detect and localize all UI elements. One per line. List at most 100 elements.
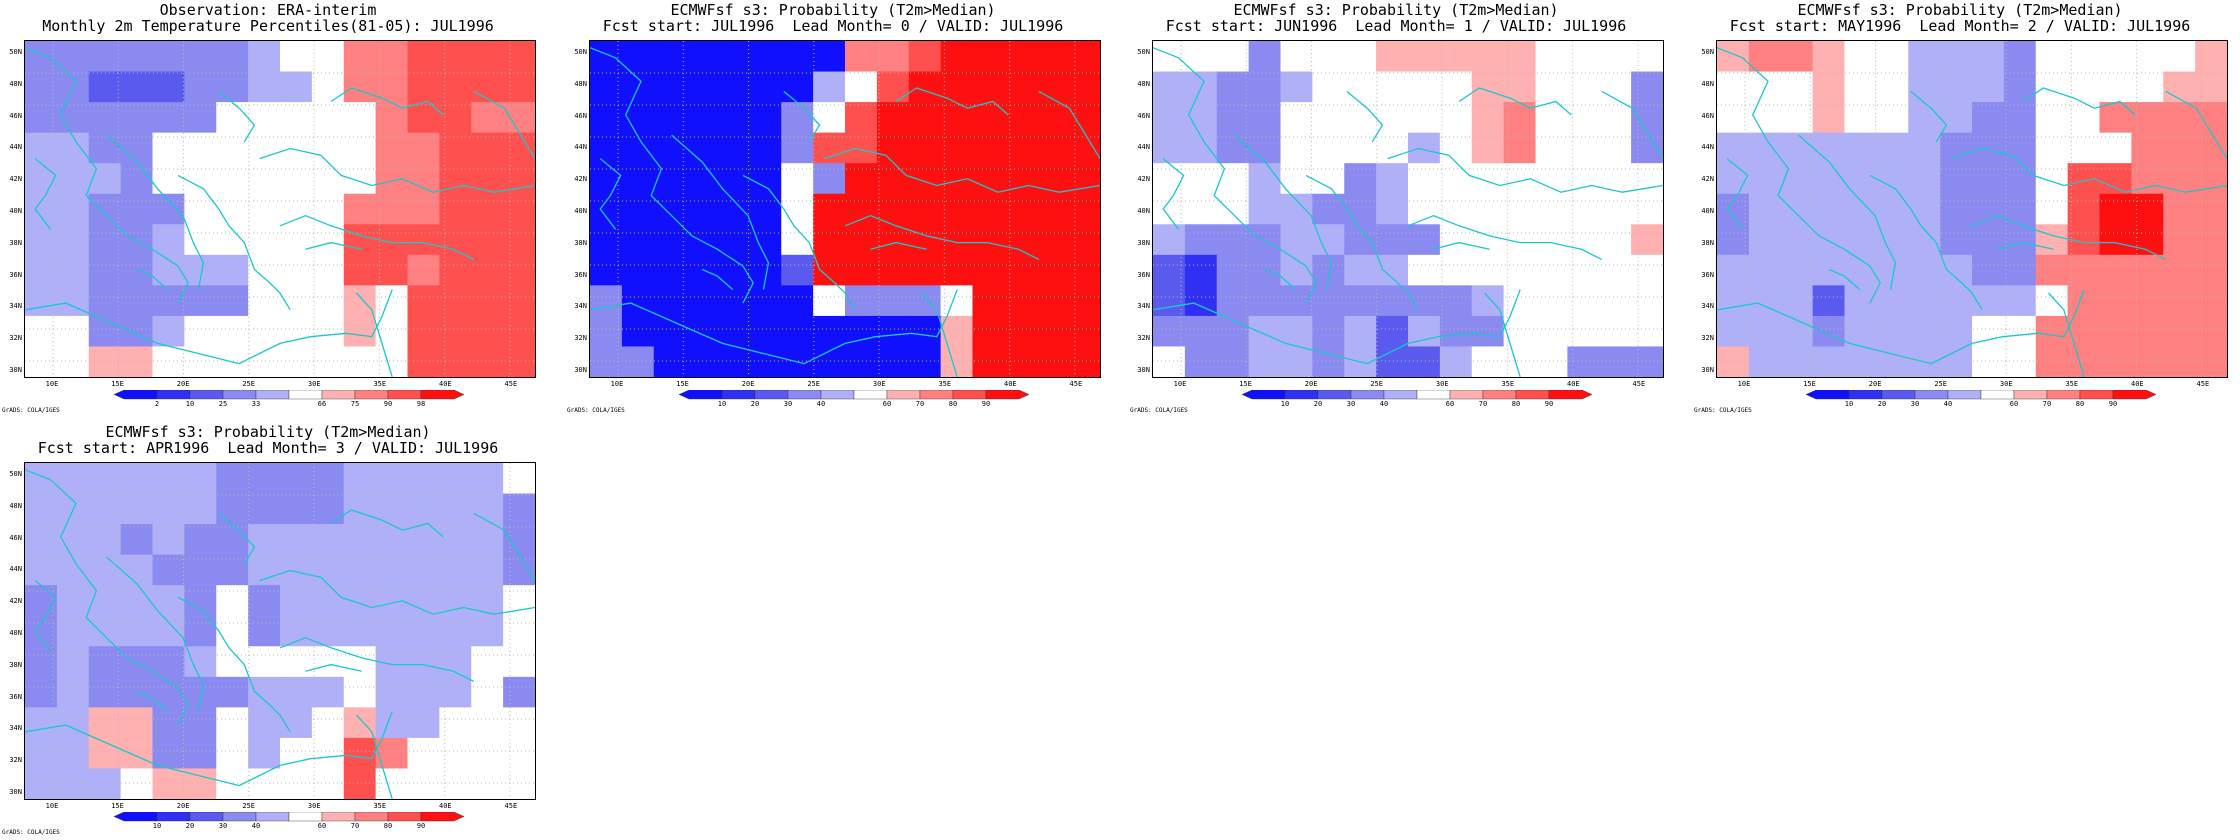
- colorbar-swatch: [189, 812, 224, 822]
- grid-cell: [1376, 193, 1409, 225]
- lon-tick-label: 30E: [1999, 380, 2013, 388]
- grid-cell: [1036, 285, 1069, 317]
- lat-tick-label: 44N: [9, 565, 22, 574]
- grid-cell: [152, 102, 185, 134]
- grid-cell: [1248, 285, 1281, 317]
- colorbar-swatch: [754, 390, 789, 400]
- grid-cell: [1717, 193, 1750, 225]
- grid-cell: [1631, 102, 1663, 134]
- shaded-map: [1152, 40, 1664, 378]
- grid-cell: [56, 224, 90, 256]
- grid-cell: [1631, 315, 1663, 347]
- colorbar-label: 90: [1544, 400, 1554, 408]
- grid-cell: [1631, 224, 1663, 256]
- lon-tick-label: 25E: [1370, 380, 1383, 388]
- grid-cell: [2035, 41, 2069, 73]
- grid-cell: [2163, 71, 2196, 103]
- grid-cell: [1312, 285, 1345, 317]
- grid-cell: [439, 315, 472, 347]
- grid-cell: [25, 676, 58, 708]
- shaded-map: [589, 40, 1101, 378]
- grid-cell: [1567, 41, 1600, 73]
- panel-title-line2: Fcst start: JUL1996 Lead Month= 0 / VALI…: [602, 17, 1064, 35]
- grid-cell: [813, 163, 846, 195]
- grid-cell: [653, 102, 687, 134]
- coastline: [2022, 87, 2136, 116]
- grid-cell: [343, 346, 377, 377]
- grid-cell: [120, 585, 153, 617]
- grid-cell: [1503, 346, 1536, 377]
- grid-cell: [1780, 163, 1814, 195]
- grid-cell: [1004, 254, 1037, 286]
- grid-cell: [248, 102, 281, 134]
- grid-cell: [216, 707, 249, 739]
- grid-cell: [343, 193, 377, 225]
- grid-cell: [25, 646, 58, 678]
- colorbar-label: 40: [1943, 400, 1953, 408]
- grid-cell: [280, 646, 313, 678]
- grid-cell: [407, 132, 440, 164]
- grid-cell: [1876, 193, 1909, 225]
- grid-cell: [280, 41, 313, 73]
- grid-cell: [280, 585, 313, 617]
- grid-cell: [248, 315, 281, 347]
- grid-cell: [1471, 315, 1505, 347]
- grid-cell: [152, 554, 185, 586]
- colorbar-swatch: [1515, 390, 1550, 400]
- grid-cell: [876, 71, 910, 103]
- grid-cell: [503, 193, 535, 225]
- coastline: [473, 90, 535, 159]
- grid-cell: [717, 132, 750, 164]
- grid-cell: [280, 493, 313, 525]
- lat-tick-label: 42N: [9, 175, 22, 184]
- grid-cell: [1780, 193, 1814, 225]
- lon-tick-label: 15E: [676, 380, 689, 388]
- colorbar-label: 30: [218, 822, 228, 830]
- colorbar-swatch: [387, 390, 422, 400]
- grid-cell: [216, 193, 249, 225]
- grid-cell: [1972, 132, 2005, 164]
- grid-cell: [56, 193, 90, 225]
- grid-cell: [184, 554, 217, 586]
- grid-cell: [120, 646, 153, 678]
- lat-tick-label: 44N: [1137, 143, 1150, 152]
- grid-cell: [1631, 254, 1663, 286]
- colorbar-swatch: [288, 812, 323, 822]
- grid-cell: [439, 676, 472, 708]
- grid-cell: [2067, 132, 2100, 164]
- grid-cell: [88, 463, 122, 495]
- grid-cell: [621, 254, 655, 286]
- grid-cell: [1068, 132, 1100, 164]
- grid-cell: [749, 224, 782, 256]
- grid-cell: [972, 71, 1005, 103]
- colorbar-label: 80: [383, 822, 393, 830]
- grid-cell: [1376, 254, 1409, 286]
- grid-cell: [1248, 132, 1281, 164]
- grid-cell: [876, 285, 910, 317]
- grid-cell: [845, 346, 878, 377]
- grid-cell: [590, 285, 623, 317]
- grid-cell: [503, 315, 535, 347]
- grid-cell: [1439, 346, 1473, 377]
- lon-tick-label: 20E: [176, 380, 190, 388]
- grid-cell: [1471, 346, 1505, 377]
- grid-cell: [1153, 163, 1186, 195]
- grid-cell: [1780, 254, 1814, 286]
- grid-cell: [2035, 163, 2069, 195]
- grid-cell: [1471, 254, 1505, 286]
- grid-cell: [280, 102, 313, 134]
- coastline: [1305, 174, 1419, 311]
- grid-cell: [1344, 102, 1377, 134]
- grid-cell: [1631, 193, 1663, 225]
- grid-cell: [88, 102, 122, 134]
- grid-cell: [280, 224, 313, 256]
- colorbar-swatch: [255, 812, 290, 822]
- grid-cell: [1036, 315, 1069, 347]
- coastline: [742, 174, 856, 311]
- lat-tick-label: 50N: [574, 48, 587, 56]
- grid-cell: [407, 71, 440, 103]
- colorbar-swatch: [853, 390, 888, 400]
- coastline: [1951, 147, 2227, 193]
- grid-cell: [248, 524, 281, 556]
- grid-cell: [248, 224, 281, 256]
